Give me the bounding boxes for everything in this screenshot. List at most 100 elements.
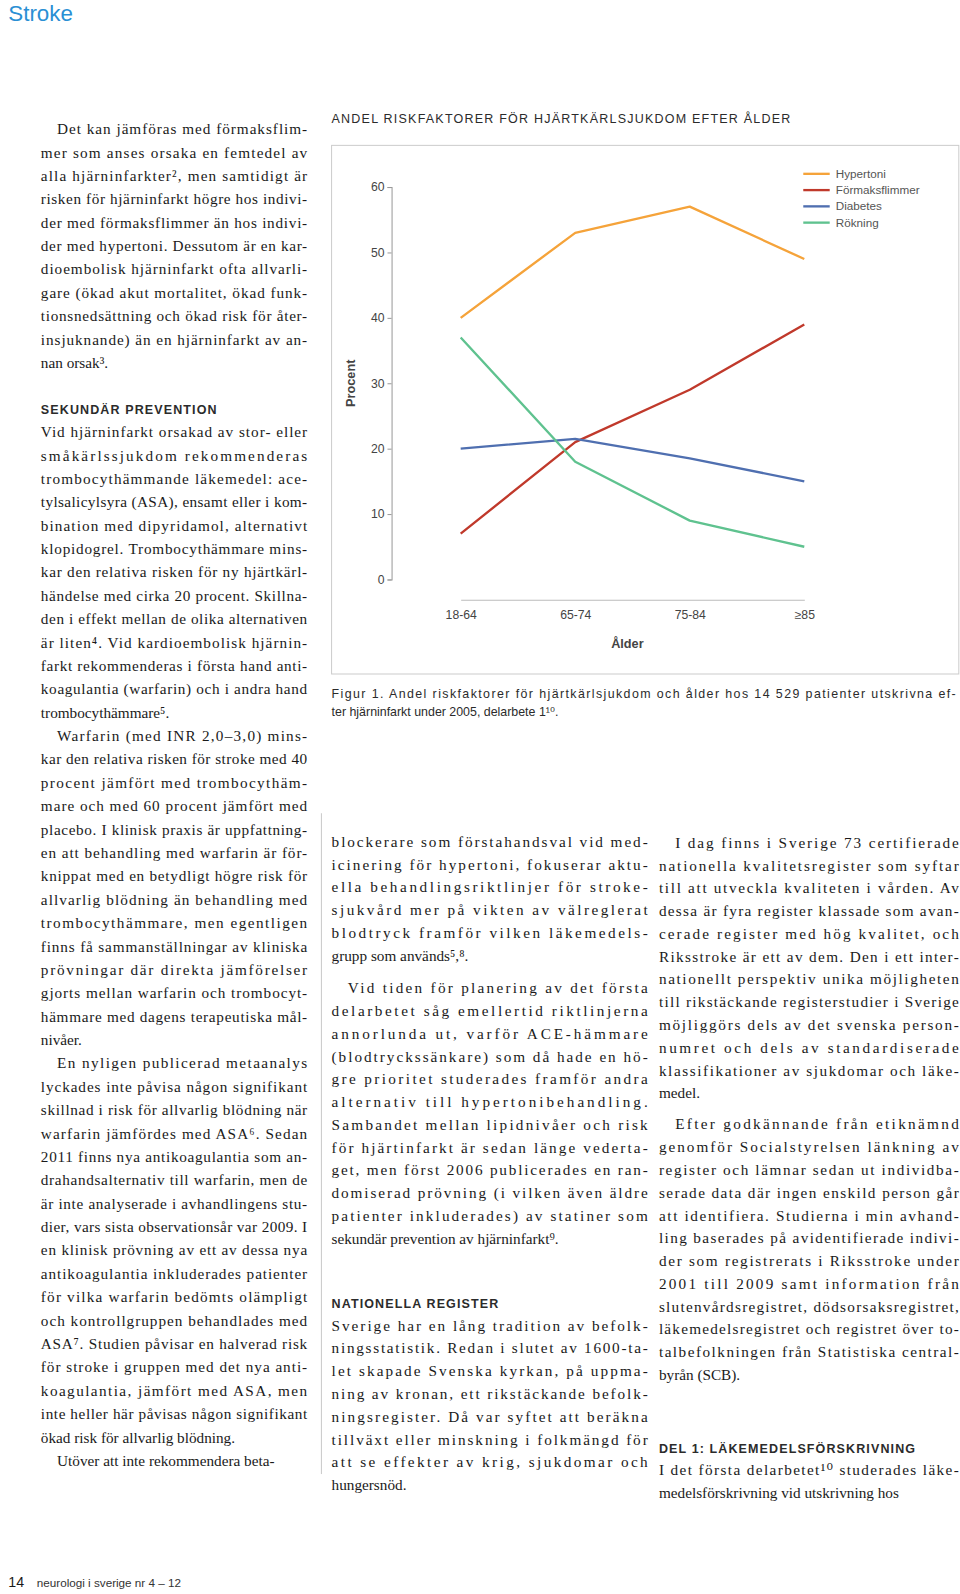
text-line: drahandsalternativ till warfarin, men de <box>41 1171 308 1188</box>
text-line: finns få sammanställningar av kliniska <box>41 938 308 955</box>
text-line: nan orsak³. <box>41 354 108 371</box>
text-line: I det första delarbetet¹⁰ studerades läk… <box>659 1461 959 1478</box>
y-tick: 20 <box>371 442 392 456</box>
x-tick-label: 75-84 <box>675 608 706 622</box>
text-line: der med förmaksflimmer än hos indivi- <box>41 214 307 231</box>
data-line <box>461 207 805 318</box>
text-line: byrån (SCB). <box>659 1366 740 1384</box>
section-title: Stroke <box>8 1 73 26</box>
text-line: gjorts mellan warfarin och trombocyt- <box>41 984 307 1001</box>
text-line: tylsalicylsyra (ASA), ensamt eller i kom… <box>41 493 307 511</box>
text-line: tionsnedsättning och ökad risk för åter- <box>41 307 307 324</box>
text-line: icinering för hypertoni, fokuserar aktu- <box>332 856 648 873</box>
text-line: Vid tiden för planering av det första <box>348 979 648 996</box>
text-line: ASA⁷. Studien påvisar en halverad risk <box>41 1335 308 1352</box>
chart: ANDEL RISKFAKTORER FÖR HJÄRTKÄRLSJUKDOM … <box>332 111 959 674</box>
text-line: antikoagulantia inkluderades patienter <box>41 1265 307 1282</box>
y-tick-label: 60 <box>371 180 385 194</box>
y-axis: 0 10 20 30 40 50 60 <box>371 180 392 586</box>
text-line: 2011 finns nya antikoagulantia som an- <box>41 1148 307 1165</box>
y-tick-label: 0 <box>378 573 385 587</box>
text-line: är inte analyserade i avhandlingens stu- <box>41 1195 307 1212</box>
text-line: och kontrollgruppen behandlades med <box>41 1312 308 1329</box>
data-line <box>461 324 805 533</box>
body-text: Det kan jämföras med förmaksflim-mer som… <box>41 120 959 1501</box>
text-line: nationellt perspektiv unika möjligheten <box>659 970 959 987</box>
text-line: der som registrerats i Riksstroke under <box>659 1252 959 1269</box>
section-heading: SEKUNDÄR PREVENTION <box>41 402 218 417</box>
text-line: att identifiera. Studierna i min avhand- <box>659 1207 959 1224</box>
text-line: warfarin jämfördes med ASA⁶. Sedan <box>41 1125 308 1142</box>
text-line: ningsstatistik. Redan i slutet av 1600-t… <box>332 1339 648 1356</box>
text-line: den i effekt mellan de olika alternative… <box>41 610 308 627</box>
x-axis-line <box>461 600 805 601</box>
text-line: der med hypertoni. Dessutom är en kar- <box>41 237 307 254</box>
text-line: Sverige har en lång tradition av befolk- <box>332 1317 648 1334</box>
text-line: ling baserades på avidentifierade indivi… <box>659 1229 959 1246</box>
text-line: procent jämfört med trombocythäm- <box>41 774 307 791</box>
text-line: nivåer. <box>41 1031 82 1048</box>
text-line: läkemedelsregistret och registret över t… <box>659 1320 959 1337</box>
text-line: är liten⁴. Vid kardioembolisk hjärnin- <box>41 634 307 651</box>
text-line: farkt rekommenderas i första hand anti- <box>41 657 307 674</box>
plot-marks <box>461 207 805 547</box>
text-line: cerade register med hög kvalitet, och <box>659 925 959 942</box>
text-line: get, men först 2006 publicerades en ran- <box>332 1161 648 1178</box>
text-line: risken för hjärninfarkt högre hos indivi… <box>41 190 307 207</box>
text-line: dioembolisk hjärninfarkt ofta allvarli- <box>41 260 307 277</box>
text-line: blockerare som förstahandsval vid med- <box>332 833 648 850</box>
text-line: patienter inkluderades) av statiner som <box>332 1207 648 1225</box>
text-line: gare (ökad akut mortalitet, ökad funk- <box>41 284 307 302</box>
y-tick: 60 <box>371 180 392 194</box>
y-tick-label: 40 <box>371 311 385 325</box>
y-tick: 10 <box>371 507 392 521</box>
x-tick: 65-74 <box>560 608 591 622</box>
text-line: till rikstäckande registerstudier i Sver… <box>659 993 959 1010</box>
text-line: delarbetet såg emellertid riktlinjerna <box>332 1002 648 1019</box>
text-line: sekundär prevention av hjärninfarkt⁹. <box>332 1230 559 1247</box>
x-tick-label: 65-74 <box>560 608 591 622</box>
text-line: allvarlig blödning än behandling med <box>41 891 308 908</box>
legend-label: Rökning <box>836 216 879 229</box>
text-line: medel. <box>659 1084 700 1101</box>
text-line: genomför Socialstyrelsen länkning av <box>659 1138 959 1155</box>
x-axis: 18-6465-7475-84≥85 <box>446 600 816 621</box>
text-line: mer som anses orsaka en femtedel av <box>41 144 308 161</box>
text-line: tillväxt eller minskning i folkmängd för <box>332 1431 648 1448</box>
text-line: bination med dipyridamol, alternativt <box>41 517 308 534</box>
text-line: placebo. I klinisk praxis är uppfattning… <box>41 821 307 838</box>
y-axis-line <box>387 188 392 580</box>
y-tick-mark <box>387 579 391 580</box>
y-tick-label: 30 <box>371 377 385 391</box>
text-line: Riksstroke är ett av dem. Den i ett inte… <box>659 948 959 965</box>
y-tick-mark <box>387 514 391 515</box>
text-line: händelse med cirka 20 procent. Skillna- <box>41 587 307 604</box>
text-line: numret och dels av standardiserade <box>659 1039 959 1056</box>
legend-label: Diabetes <box>836 199 882 212</box>
y-tick: 50 <box>371 246 392 260</box>
text-line: lyckades inte påvisa någon signifikant <box>41 1078 308 1095</box>
text-line: ningsregister. Då var syftet att beräkna <box>332 1408 648 1425</box>
legend-label: Hypertoni <box>836 167 886 180</box>
text-line: att se effekter av krig, sjukdomar och <box>332 1453 649 1470</box>
text-line: register och lämnar sedan ut individba- <box>659 1161 959 1178</box>
text-line: nationella kvalitetsregister som syftar <box>659 857 959 874</box>
text-line: dier, vars sista observationsår var 2009… <box>41 1218 307 1235</box>
figure-caption: ter hjärninfarkt under 2005, delarbete 1… <box>332 705 559 719</box>
text-line: trombocythämmare⁵. <box>41 704 169 721</box>
chart-frame <box>332 145 959 674</box>
text-line: hungersnöd. <box>332 1476 407 1493</box>
data-line <box>461 439 805 482</box>
text-line: kar den relativa risken för ny hjärtkärl… <box>41 563 307 580</box>
legend-label: Förmaksflimmer <box>836 183 920 196</box>
text-line: till att utveckla kvaliteten i vården. A… <box>659 879 959 896</box>
text-line: Sambandet mellan lipidnivåer och risk <box>332 1116 649 1133</box>
text-line: gre prioritet studerades framför andra <box>332 1070 648 1087</box>
text-line: serade data där ingen enskild person går <box>659 1184 959 1201</box>
text-line: Warfarin (med INR 2,0–3,0) mins- <box>57 727 307 745</box>
text-line: I dag finns i Sverige 73 certifierade <box>675 834 959 851</box>
text-line: skillnad i risk för allvarlig blödning n… <box>41 1101 307 1118</box>
text-line: klassifikationer av sjukdomar och läke- <box>659 1062 959 1079</box>
text-line: (blodtryckssänkare) som då hade en hö- <box>332 1048 648 1066</box>
text-line: koagulantia, jämfört med ASA, men <box>41 1382 308 1399</box>
